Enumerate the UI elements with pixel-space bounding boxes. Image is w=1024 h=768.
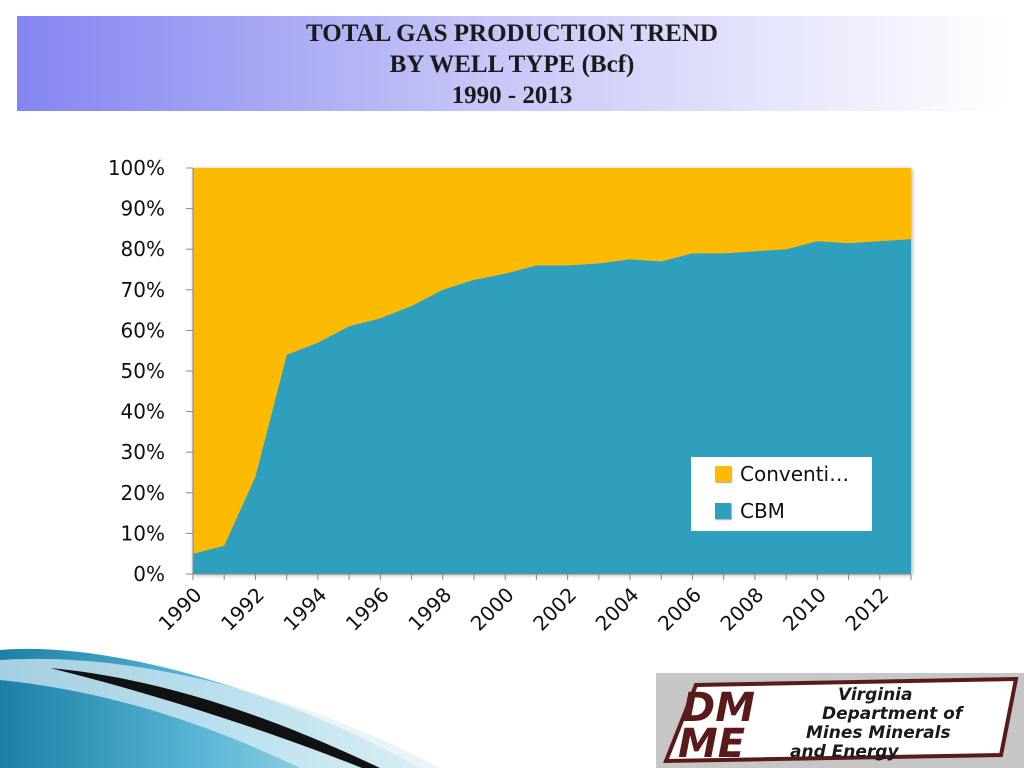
- legend-item-conventional: Conventi…: [715, 462, 849, 486]
- x-tick-label: 2002: [528, 583, 581, 636]
- y-tick-label: 40%: [121, 400, 165, 424]
- y-tick-label: 90%: [121, 197, 165, 221]
- y-tick-label: 10%: [121, 521, 165, 545]
- title-line-1: TOTAL GAS PRODUCTION TREND: [306, 20, 718, 47]
- x-tick-label: 2006: [653, 583, 706, 636]
- x-tick-label: 2012: [840, 583, 893, 636]
- x-tick-label: 1998: [403, 583, 456, 636]
- x-tick-label: 2010: [778, 583, 831, 636]
- svg-text:DM: DM: [682, 685, 755, 731]
- y-tick-label: 50%: [121, 359, 165, 383]
- legend-label-conventional: Conventi…: [740, 462, 850, 486]
- x-tick-label: 1994: [278, 583, 331, 636]
- logo-line-3: Mines Minerals: [806, 723, 951, 743]
- x-tick-label: 2004: [591, 583, 644, 636]
- legend-swatch-conventional: [715, 466, 731, 482]
- logo-line-1: Virginia: [838, 685, 913, 705]
- logo-line-4: and Energy: [790, 742, 899, 762]
- x-tick-label: 2000: [466, 583, 519, 636]
- axes: [186, 167, 912, 580]
- area-series-conventi: [193, 168, 911, 554]
- title-banner: TOTAL GAS PRODUCTION TREND BY WELL TYPE …: [17, 16, 1007, 111]
- legend-label-cbm: CBM: [740, 499, 785, 523]
- dmme-logo: DM ME Virginia Department of Mines Miner…: [656, 673, 1024, 768]
- legend: Conventi… CBM: [691, 457, 872, 531]
- y-tick-label: 20%: [121, 481, 165, 505]
- dmme-logo-graphic: DM ME: [663, 676, 1019, 767]
- x-tick-label: 1996: [341, 583, 394, 636]
- y-tick-label: 30%: [121, 440, 165, 464]
- y-tick-label: 70%: [121, 278, 165, 302]
- x-tick-label: 1990: [154, 583, 207, 636]
- title-line-3: 1990 - 2013: [451, 82, 573, 109]
- legend-item-cbm: CBM: [715, 499, 785, 523]
- y-tick-label: 0%: [133, 562, 165, 586]
- y-tick-labels: 0% 10% 20% 30% 40% 50% 60% 70% 80% 90% 100%: [108, 156, 165, 586]
- x-tick-label: 1992: [216, 583, 269, 636]
- y-tick-label: 80%: [121, 237, 165, 261]
- x-tick-labels: 1990 1992 1994 1996 1998 2000 2002 2004 2006 2008…: [154, 583, 894, 636]
- title-line-2: BY WELL TYPE (Bcf): [389, 51, 635, 78]
- logo-line-2: Department of: [822, 704, 963, 724]
- legend-swatch-cbm: [715, 503, 731, 519]
- y-tick-label: 60%: [121, 318, 165, 342]
- svg-text:ME: ME: [678, 721, 745, 767]
- x-tick-label: 2008: [715, 583, 768, 636]
- y-tick-label: 100%: [108, 156, 165, 180]
